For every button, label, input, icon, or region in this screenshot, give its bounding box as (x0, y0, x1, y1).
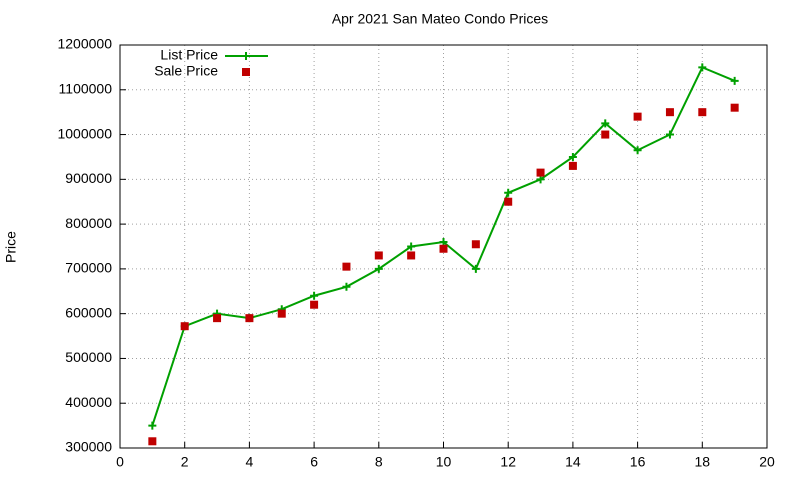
data-point (633, 146, 642, 155)
data-point (310, 300, 319, 309)
data-point (374, 251, 383, 260)
x-tick-label: 8 (375, 454, 383, 470)
data-point (374, 264, 383, 273)
data-point (504, 197, 513, 206)
y-tick-label: 1200000 (57, 36, 112, 52)
x-tick-label: 20 (759, 454, 775, 470)
x-tick-label: 18 (695, 454, 711, 470)
data-point (568, 161, 577, 170)
x-tick-label: 4 (246, 454, 254, 470)
x-tick-label: 2 (181, 454, 189, 470)
data-point (730, 76, 739, 85)
x-tick-label: 14 (565, 454, 581, 470)
legend-marker (242, 68, 250, 76)
data-point (407, 251, 416, 260)
y-tick-label: 900000 (65, 170, 112, 186)
x-tick-label: 0 (116, 454, 124, 470)
data-point (665, 130, 674, 139)
data-point (665, 108, 674, 117)
data-point (277, 309, 286, 318)
y-tick-label: 1100000 (59, 80, 113, 96)
y-tick-label: 400000 (65, 394, 112, 410)
y-tick-label: 600000 (65, 304, 112, 320)
data-point (698, 108, 707, 117)
data-point (439, 238, 448, 247)
plot-border (119, 44, 768, 449)
data-point (568, 152, 577, 161)
data-point (471, 264, 480, 273)
x-tick-label: 16 (630, 454, 646, 470)
data-point (601, 119, 610, 128)
y-tick-label: 1000000 (57, 125, 112, 141)
data-point (633, 112, 642, 121)
data-point (180, 322, 189, 331)
y-tick-label: 800000 (65, 215, 112, 231)
legend-label: List Price (160, 47, 218, 63)
data-point (601, 130, 610, 139)
y-tick-label: 300000 (65, 439, 112, 455)
data-point (148, 421, 157, 430)
data-point (730, 103, 739, 112)
data-point (536, 168, 545, 177)
data-point (342, 262, 351, 271)
y-tick-label: 700000 (65, 260, 112, 276)
data-point (698, 63, 707, 72)
x-tick-label: 12 (500, 454, 516, 470)
data-point (245, 314, 254, 323)
chart-title: Apr 2021 San Mateo Condo Prices (332, 11, 548, 27)
y-tick-label: 500000 (65, 349, 112, 365)
data-point (407, 242, 416, 251)
data-point (148, 437, 157, 446)
data-point (504, 188, 513, 197)
legend-marker (242, 52, 250, 60)
x-tick-label: 6 (310, 454, 318, 470)
data-point (213, 314, 222, 323)
data-point (439, 244, 448, 253)
data-point (536, 175, 545, 184)
data-point (342, 282, 351, 291)
y-axis-label: Price (3, 231, 19, 263)
x-tick-label: 10 (436, 454, 452, 470)
data-point (310, 291, 319, 300)
legend-label: Sale Price (154, 63, 218, 79)
data-point (471, 240, 480, 249)
